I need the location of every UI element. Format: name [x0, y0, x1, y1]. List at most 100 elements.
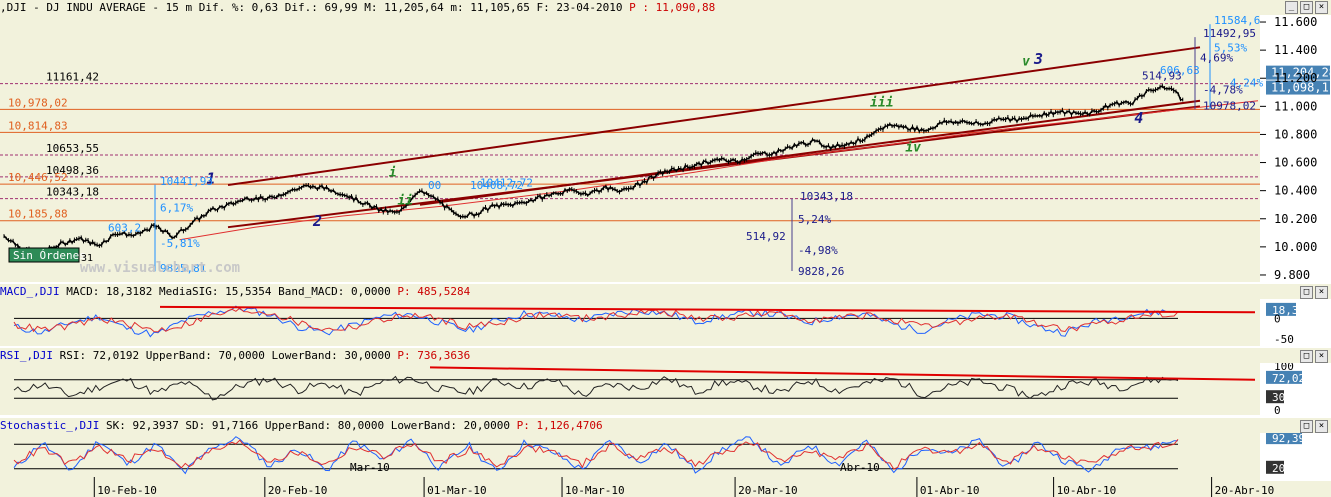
measure-label: 11584,6 [1214, 15, 1260, 27]
measure-label: 4,24% [1230, 77, 1263, 90]
macd-chart[interactable]: 18,320 -50 [0, 299, 1331, 346]
main-timeframe: 15 m [165, 1, 193, 14]
macd-maximize-button[interactable]: □ [1300, 286, 1313, 299]
level-label: 11161,42 [46, 71, 99, 84]
rsi-p: P: 736,3636 [390, 349, 471, 362]
macd-header: MACD_,DJI MACD: 18,3182 MediaSIG: 15,535… [0, 284, 1331, 300]
price-marker-label: 11,098,1 [1271, 81, 1329, 95]
wave-label: iv [905, 140, 921, 155]
y-tick-label: 0 [1274, 312, 1281, 325]
month-label: Abr-10 [840, 461, 880, 474]
stoch-band-marker [1266, 460, 1284, 474]
stoch-p: P: 1,126,4706 [509, 419, 603, 432]
rsi-header: RSI_,DJI RSI: 72,0192 UpperBand: 70,0000… [0, 348, 1331, 364]
signal-line [13, 307, 1179, 333]
rsi-close-button[interactable]: × [1315, 350, 1328, 363]
main-header: ,DJI - DJ INDU AVERAGE - 15 m Dif. %: 0,… [0, 0, 1331, 16]
x-axis-strip [0, 481, 1331, 497]
level-label: 10343,18 [46, 186, 99, 199]
measure-label: -4,78% [1203, 84, 1243, 97]
fragment-label: 31 [81, 253, 93, 264]
x-axis-label: 01-Mar-10 [427, 484, 487, 497]
stoch-header: Stochastic_,DJI SK: 92,3937 SD: 91,7166 … [0, 418, 1331, 434]
wave-label: ii [397, 194, 413, 209]
measure-label: -4,98% [798, 244, 838, 257]
macd-name: MACD_,DJI [0, 285, 60, 298]
close-button[interactable]: × [1315, 1, 1328, 14]
macd-p: P: 485,5284 [390, 285, 471, 298]
macd-values: MACD: 18,3182 MediaSIG: 15,5354 Band_MAC… [59, 285, 391, 298]
measure-label: 10978,02 [1203, 99, 1256, 112]
measure-label: 603,2 [108, 221, 141, 234]
wave-label: 2 [312, 212, 322, 230]
macd-trendline [159, 305, 1256, 314]
y-tick-label: 11.400 [1274, 43, 1317, 57]
measure-label: 606,63 [1160, 64, 1200, 77]
stoch-close-button[interactable]: × [1315, 420, 1328, 433]
y-tick-label: 10.000 [1274, 240, 1317, 254]
rsi-value-marker [1266, 370, 1302, 384]
price-marker-label: 11,204,28 [1271, 66, 1331, 80]
y-tick-label: 0 [1274, 404, 1281, 415]
level-label: 10,185,88 [8, 208, 68, 221]
x-axis-label: 10-Abr-10 [1057, 484, 1117, 497]
measure-label: 10412,72 [480, 176, 533, 189]
stochastic-chart[interactable]: 92,39 20 10-Feb-10 20-Feb-10 01-Mar-10 10-Mar… [0, 433, 1331, 497]
stoch-maximize-button[interactable]: □ [1300, 420, 1313, 433]
macd-value-marker [1266, 302, 1296, 316]
rsi-trendline [429, 366, 1256, 381]
x-axis-label: 20-Abr-10 [1215, 484, 1275, 497]
y-tick-label: 11.600 [1274, 15, 1317, 29]
minimize-button[interactable]: _ [1285, 1, 1298, 14]
channel-line [227, 105, 1201, 229]
y-tick-label: 9.800 [1274, 268, 1310, 282]
level-label: 10653,55 [46, 142, 99, 155]
no-orders-label: Sin Órdenes [13, 249, 86, 262]
price-chart[interactable]: 11161,42 10,978,02 10,814,83 10653,55 10498,… [0, 15, 1331, 282]
no-orders-button[interactable] [8, 247, 80, 263]
x-axis-label: 20-Feb-10 [268, 484, 328, 497]
measure-label: -5,81% [160, 237, 200, 250]
x-axis-label: 20-Mar-10 [738, 484, 798, 497]
x-axis-label: 10-Mar-10 [565, 484, 625, 497]
measure-label: 5,24% [798, 213, 831, 226]
stoch-value-label: 92,39 [1272, 433, 1305, 445]
macd-value-label: 18,32 [1272, 304, 1305, 317]
month-label: Mar-10 [350, 461, 390, 474]
maximize-button[interactable]: □ [1300, 1, 1313, 14]
rsi-name: RSI_,DJI [0, 349, 53, 362]
y-tick-label: 10.400 [1274, 184, 1317, 198]
y-tick-label: 100 [1274, 363, 1294, 373]
macd-line [13, 305, 1179, 338]
macd-close-button[interactable]: × [1315, 286, 1328, 299]
measure-label: 5,53% [1214, 42, 1247, 55]
wave-label: 1 [206, 170, 215, 188]
measure-label: 514,92 [746, 230, 786, 243]
y-tick-label: -50 [1274, 333, 1294, 346]
main-price: P : 11,090,88 [629, 1, 716, 14]
y-tick-label: 11.200 [1274, 71, 1317, 85]
price-marker [1266, 65, 1330, 80]
wave-label: 3 [1033, 50, 1043, 68]
level-label: 10498,36 [46, 164, 99, 177]
watermark-text: www.visualchart.com [80, 260, 240, 276]
stoch-value-marker [1266, 433, 1302, 445]
measure-label: 514,93 [1142, 70, 1182, 83]
measure-label: 10441,93 [160, 175, 213, 188]
stoch-band-label: 20 [1272, 462, 1285, 475]
stoch-values: SK: 92,3937 SD: 91,7166 UpperBand: 80,00… [99, 419, 510, 432]
x-axis-label: 10-Feb-10 [97, 484, 157, 497]
measure-label: 9825,81 [160, 262, 206, 275]
rsi-band-marker [1266, 390, 1284, 404]
stoch-name: Stochastic_,DJI [0, 419, 100, 432]
wave-label: v [1022, 55, 1030, 70]
sd-line [13, 438, 1179, 470]
rsi-maximize-button[interactable]: □ [1300, 350, 1313, 363]
y-tick-label: 11.000 [1274, 99, 1317, 113]
level-label: 10,978,02 [8, 96, 68, 109]
wave-label: 4 [1134, 109, 1143, 127]
measure-label: 6,17% [160, 202, 193, 215]
moving-average-line [179, 100, 1259, 241]
measure-label: 9828,26 [798, 265, 844, 278]
